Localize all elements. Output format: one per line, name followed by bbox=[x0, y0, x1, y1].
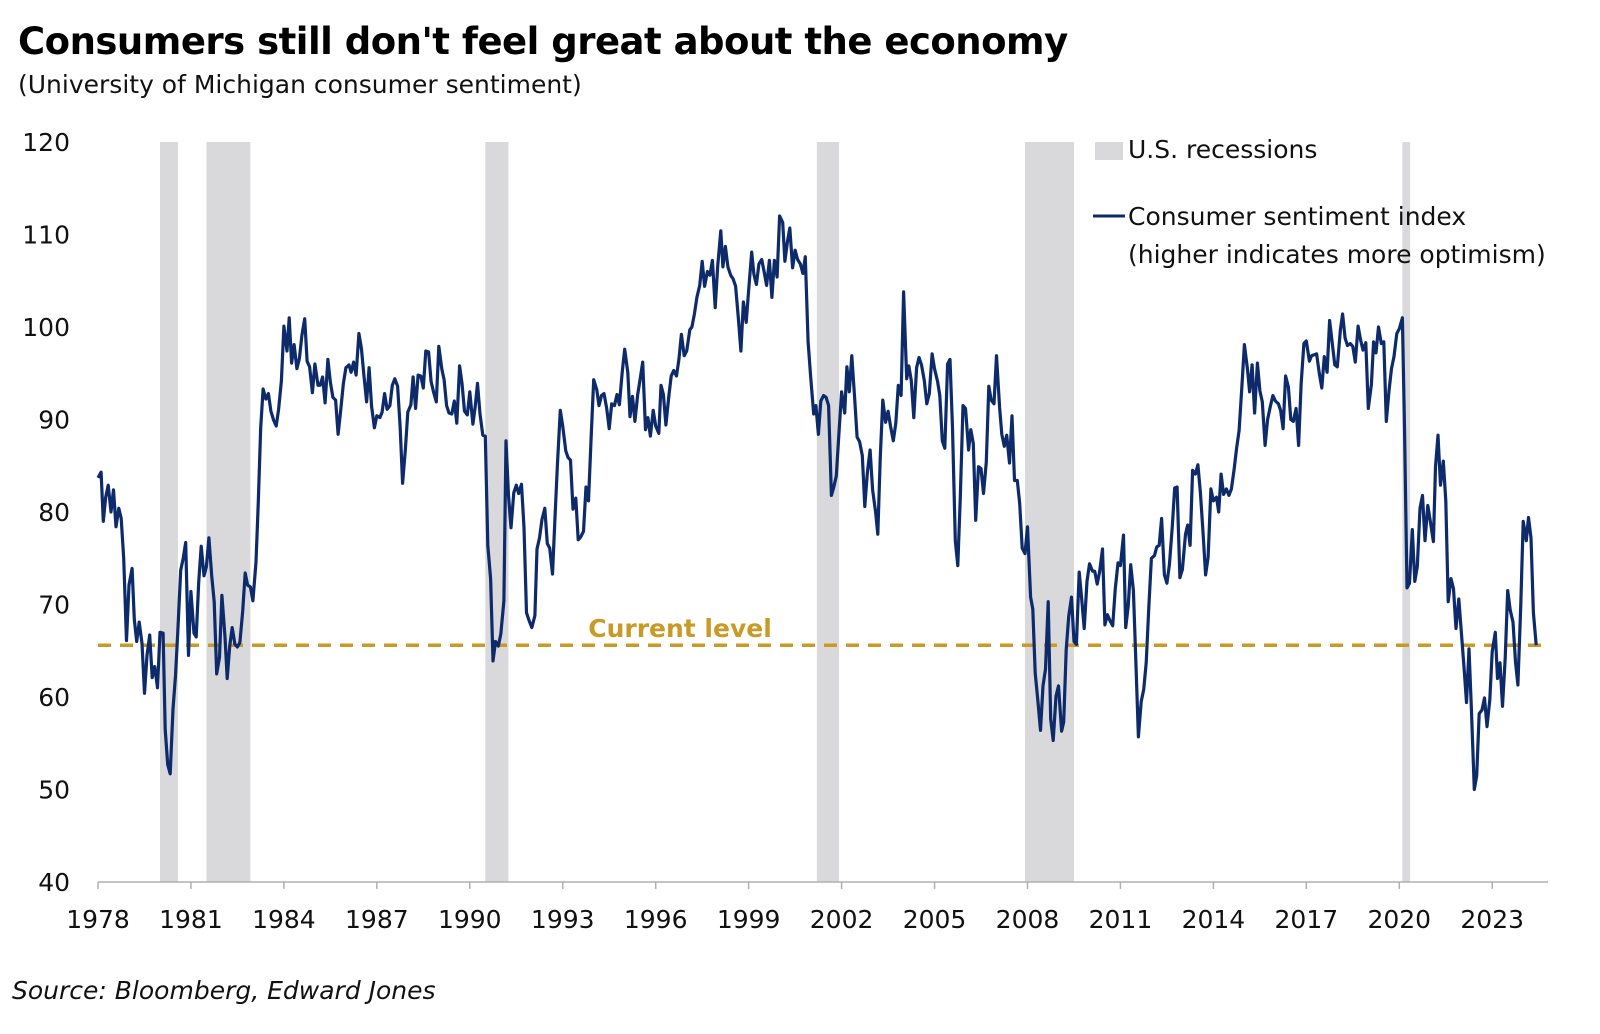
x-tick-label: 1999 bbox=[717, 905, 781, 934]
x-tick-label: 1984 bbox=[252, 905, 316, 934]
recession-band-1 bbox=[206, 142, 251, 882]
y-tick-label: 100 bbox=[22, 313, 70, 342]
y-tick-label: 80 bbox=[38, 498, 70, 527]
y-tick-label: 120 bbox=[22, 128, 70, 157]
recession-band-4 bbox=[1025, 142, 1074, 882]
x-tick-label: 1987 bbox=[345, 905, 409, 934]
source-note: Source: Bloomberg, Edward Jones bbox=[12, 976, 436, 1005]
legend: U.S. recessions Consumer sentiment index… bbox=[1093, 135, 1546, 269]
x-tick-label: 2005 bbox=[903, 905, 967, 934]
x-tick-label: 2008 bbox=[996, 905, 1060, 934]
reference-line-group: Current level bbox=[98, 614, 1548, 647]
x-tick-label: 2020 bbox=[1367, 905, 1431, 934]
x-tick-label: 1993 bbox=[531, 905, 595, 934]
x-tick-label: 1978 bbox=[66, 905, 130, 934]
x-tick-label: 2017 bbox=[1275, 905, 1339, 934]
x-tick-label: 2014 bbox=[1182, 905, 1246, 934]
y-tick-label: 40 bbox=[38, 868, 70, 897]
y-tick-label: 70 bbox=[38, 591, 70, 620]
x-tick-label: 1981 bbox=[159, 905, 223, 934]
series-line-consumer-sentiment bbox=[96, 214, 1538, 792]
x-tick-label: 1990 bbox=[438, 905, 502, 934]
chart-subtitle: (University of Michigan consumer sentime… bbox=[18, 70, 582, 99]
recession-band-3 bbox=[816, 142, 840, 882]
legend-swatch-recessions bbox=[1095, 142, 1123, 160]
y-tick-label: 90 bbox=[38, 406, 70, 435]
x-tick-label: 2002 bbox=[810, 905, 874, 934]
recession-band-2 bbox=[485, 142, 509, 882]
x-tick-label: 1996 bbox=[624, 905, 688, 934]
series-group bbox=[96, 214, 1538, 792]
chart-title: Consumers still don't feel great about t… bbox=[18, 20, 1068, 63]
x-tick-label: 2011 bbox=[1089, 905, 1153, 934]
current-level-label: Current level bbox=[588, 614, 772, 643]
x-tick-label: 2023 bbox=[1460, 905, 1524, 934]
y-tick-label: 60 bbox=[38, 683, 70, 712]
legend-label-recessions: U.S. recessions bbox=[1128, 135, 1317, 164]
legend-label-sentiment-note: (higher indicates more optimism) bbox=[1128, 240, 1546, 269]
y-tick-label: 50 bbox=[38, 776, 70, 805]
axes: 40 50 60 70 80 90 100 110 120 1978 1981 1984 1987 199… bbox=[22, 128, 1548, 934]
y-tick-label: 110 bbox=[22, 221, 70, 250]
legend-label-sentiment: Consumer sentiment index bbox=[1128, 202, 1466, 231]
recession-bands bbox=[159, 142, 1411, 882]
